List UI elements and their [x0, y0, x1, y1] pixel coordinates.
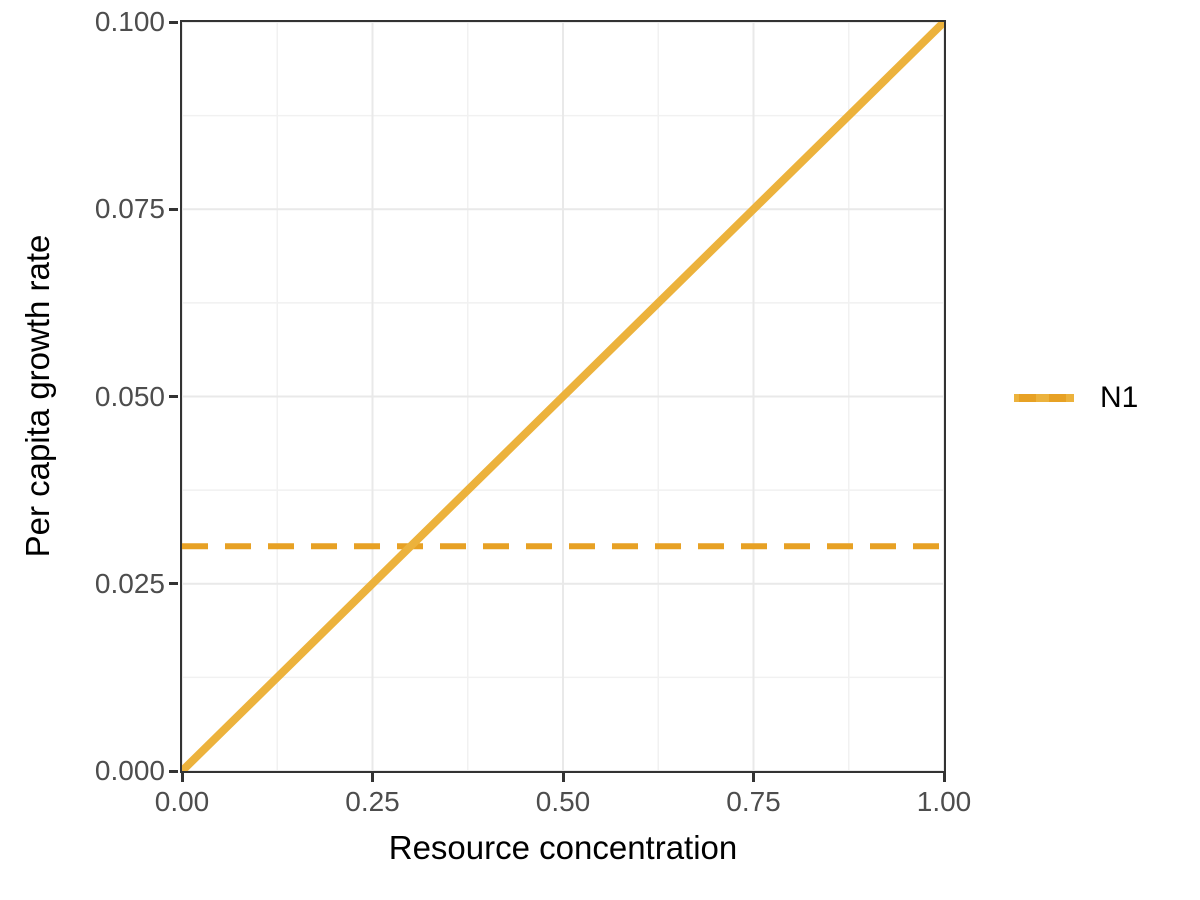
y-axis-tick [169, 582, 178, 586]
x-axis-tick [180, 773, 184, 782]
x-tick-label: 0.75 [726, 786, 781, 817]
legend: N1 [1014, 378, 1138, 418]
x-tick-label: 0.00 [154, 786, 210, 817]
x-tick-label: 0.50 [535, 786, 591, 817]
series-line-N1 [182, 22, 944, 771]
y-tick-label: 0.000 [94, 755, 165, 786]
y-axis-tick [169, 20, 178, 24]
x-tick-label: 1.00 [916, 786, 972, 817]
y-tick-label: 0.050 [94, 380, 165, 412]
y-axis-title: Per capita growth rate [19, 234, 56, 558]
y-tick-label: 0.100 [94, 6, 165, 37]
x-axis-tick [371, 773, 374, 782]
legend-label: N1 [1100, 381, 1139, 414]
x-axis-tick [752, 773, 755, 782]
y-axis-tick [169, 395, 178, 398]
legend-key-dash-segment [1019, 394, 1036, 402]
y-tick-label: 0.025 [94, 567, 165, 599]
x-tick-label: 0.25 [345, 786, 400, 817]
plot-panel [180, 20, 946, 773]
legend-key-line [1014, 394, 1074, 402]
x-axis-tick [561, 773, 565, 782]
y-axis-tick [169, 207, 178, 211]
y-axis-tick [169, 769, 178, 773]
legend-key-dash-segment [1049, 394, 1066, 402]
x-axis-tick [942, 773, 946, 782]
series-lines [182, 22, 944, 771]
x-axis-title: Resource concentration [388, 829, 738, 866]
plot-area [182, 22, 944, 771]
y-tick-label: 0.075 [94, 193, 165, 225]
